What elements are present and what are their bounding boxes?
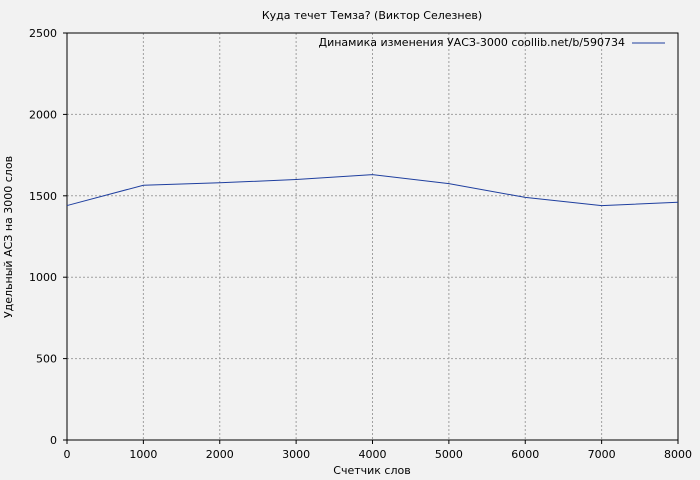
x-tick-label: 7000	[588, 448, 616, 461]
y-axis-label: Удельный АСЗ на 3000 слов	[2, 156, 15, 318]
y-tick-label: 1000	[29, 271, 57, 284]
x-tick-label: 2000	[206, 448, 234, 461]
x-tick-label: 1000	[129, 448, 157, 461]
legend: Динамика изменения УАСЗ-3000 coollib.net…	[319, 36, 665, 49]
series-line	[66, 174, 679, 207]
legend-label: Динамика изменения УАСЗ-3000 coollib.net…	[319, 36, 626, 49]
x-tick-labels: 0 1000 2000 3000 4000 5000 6000 7000 8000	[64, 448, 693, 461]
x-tick-label: 8000	[664, 448, 692, 461]
y-tick-labels: 0 500 1000 1500 2000 2500	[29, 27, 57, 447]
y-tick-label: 500	[36, 353, 57, 366]
x-tick-label: 0	[64, 448, 71, 461]
series-lines	[66, 174, 679, 207]
y-tick-label: 0	[50, 434, 57, 447]
x-tick-label: 6000	[511, 448, 539, 461]
y-tick-label: 2500	[29, 27, 57, 40]
grid-lines	[67, 33, 678, 440]
x-tick-label: 3000	[282, 448, 310, 461]
x-tick-label: 4000	[359, 448, 387, 461]
x-tick-label: 5000	[435, 448, 463, 461]
y-tick-label: 1500	[29, 190, 57, 203]
axis-ticks	[63, 32, 679, 444]
y-tick-label: 2000	[29, 108, 57, 121]
chart-title: Куда течет Темза? (Виктор Селезнев)	[262, 9, 482, 22]
x-axis-label: Счетчик слов	[333, 464, 410, 477]
